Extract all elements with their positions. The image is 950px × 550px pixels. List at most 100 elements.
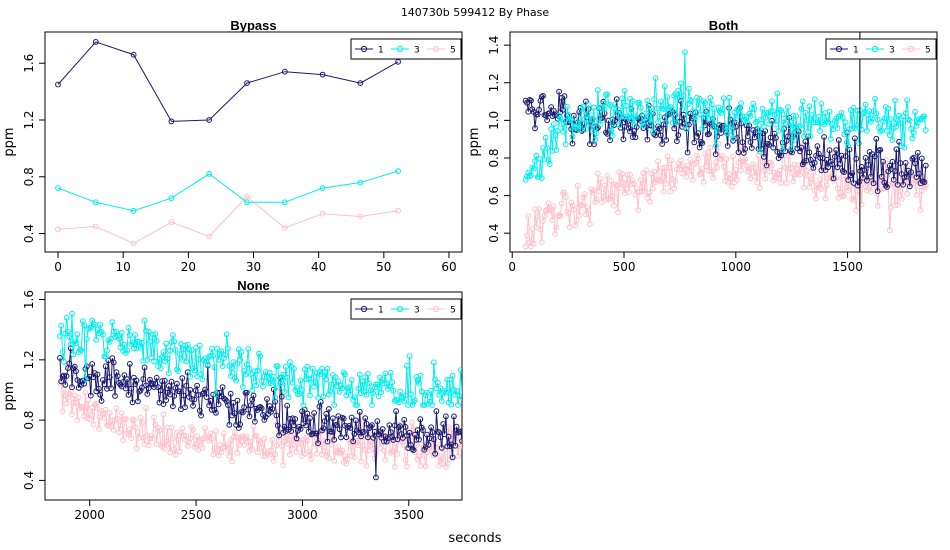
data-point-3	[299, 387, 305, 393]
data-point-5	[783, 180, 790, 186]
data-point-1	[379, 426, 386, 433]
data-point-3	[186, 346, 192, 353]
data-point-1	[850, 180, 857, 186]
data-point-3	[157, 365, 164, 372]
data-point-3	[850, 104, 857, 111]
data-point-3	[243, 361, 250, 368]
data-point-5	[629, 177, 636, 184]
data-point-3	[707, 95, 714, 101]
data-point-5	[727, 176, 734, 182]
data-point-5	[199, 445, 206, 451]
data-point-5	[316, 441, 323, 448]
data-point-3	[438, 398, 445, 404]
data-point-1	[374, 418, 381, 425]
data-point-3	[363, 391, 370, 398]
data-point-3	[528, 172, 534, 179]
data-point-1	[330, 415, 336, 422]
data-point-1	[416, 436, 422, 443]
data-point-3	[696, 95, 703, 102]
data-point-1	[244, 80, 250, 86]
data-point-1	[268, 408, 274, 415]
data-point-3	[720, 95, 727, 102]
data-point-3	[303, 376, 309, 383]
y-axis-label: ppm	[2, 127, 17, 156]
data-point-5	[459, 440, 462, 446]
data-point-3	[196, 342, 203, 349]
data-point-5	[149, 435, 156, 442]
data-point-5	[272, 451, 279, 458]
data-point-3	[65, 328, 71, 335]
data-point-5	[775, 175, 782, 182]
data-point-1	[73, 368, 79, 375]
data-point-3	[811, 96, 818, 103]
data-point-5	[253, 432, 260, 439]
data-point-5	[331, 457, 338, 464]
data-point-3	[78, 347, 85, 354]
data-point-3	[769, 98, 775, 105]
data-point-1	[69, 384, 75, 391]
x-tick-label: 10	[116, 260, 131, 274]
data-point-1	[152, 380, 159, 387]
data-point-5	[370, 445, 377, 452]
data-point-1	[657, 132, 664, 139]
data-point-1	[406, 429, 413, 436]
data-point-5	[761, 167, 767, 174]
data-point-3	[264, 374, 270, 381]
data-point-3	[629, 98, 636, 104]
data-point-5	[738, 167, 744, 174]
data-point-3	[253, 382, 260, 389]
data-point-1	[908, 169, 914, 176]
data-point-3	[807, 133, 814, 140]
data-point-1	[644, 136, 651, 143]
data-point-3	[786, 123, 793, 130]
data-point-5	[671, 185, 678, 192]
data-point-5	[234, 450, 241, 456]
data-point-3	[569, 133, 576, 140]
data-point-3	[841, 131, 848, 138]
data-point-3	[757, 148, 763, 155]
data-point-1	[659, 141, 666, 147]
data-point-3	[889, 137, 896, 143]
data-point-1	[129, 399, 136, 406]
data-point-3	[282, 363, 289, 370]
data-point-5	[358, 458, 365, 465]
data-point-1	[63, 373, 70, 380]
data-point-3	[722, 124, 728, 130]
data-point-1	[426, 435, 433, 442]
data-point-3	[699, 125, 706, 132]
data-point-3	[245, 346, 252, 352]
data-point-3	[145, 328, 152, 335]
data-point-5	[82, 389, 89, 396]
data-point-5	[740, 157, 747, 164]
data-point-3	[430, 359, 437, 366]
data-point-5	[339, 447, 346, 454]
x-tick-label: 20	[181, 260, 196, 274]
data-point-1	[569, 140, 576, 147]
data-point-1	[151, 384, 157, 391]
data-point-3	[678, 80, 684, 87]
data-point-1	[367, 423, 374, 430]
x-tick-label: 1000	[721, 260, 752, 274]
data-point-3	[538, 175, 545, 182]
data-point-1	[92, 39, 99, 45]
panel-title: Bypass	[230, 18, 276, 33]
data-point-3	[452, 391, 459, 398]
data-point-1	[313, 430, 320, 437]
data-point-5	[387, 449, 394, 456]
data-point-3	[389, 379, 396, 386]
data-point-3	[252, 368, 258, 375]
data-point-1	[861, 167, 868, 174]
data-point-3	[700, 98, 707, 105]
data-point-5	[174, 429, 180, 436]
data-point-3	[131, 345, 137, 352]
data-point-3	[187, 373, 194, 380]
data-point-3	[357, 179, 364, 186]
data-point-1	[829, 161, 835, 168]
data-point-3	[656, 113, 663, 120]
data-point-5	[834, 185, 841, 192]
data-point-5	[712, 159, 719, 166]
data-point-3	[254, 367, 261, 374]
data-point-3	[641, 116, 648, 122]
data-point-1	[811, 159, 818, 166]
data-point-1	[395, 424, 402, 431]
